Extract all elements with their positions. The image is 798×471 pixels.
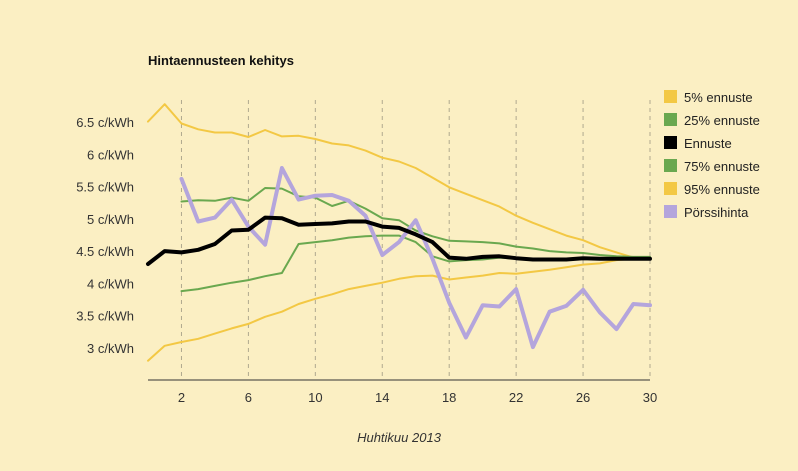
x-axis-title: Huhtikuu 2013 xyxy=(357,430,442,445)
x-tick-label: 10 xyxy=(308,390,322,405)
y-tick-label: 3.5 c/kWh xyxy=(76,309,134,324)
series-line-2 xyxy=(146,215,652,266)
series-line-4 xyxy=(147,103,651,259)
legend-label: 5% ennuste xyxy=(684,90,753,105)
legend-label: Ennuste xyxy=(684,136,732,151)
x-tick-label: 6 xyxy=(245,390,252,405)
series-line-5 xyxy=(179,166,652,350)
legend-swatch xyxy=(664,90,677,103)
y-tick-label: 5.5 c/kWh xyxy=(76,180,134,195)
x-tick-label: 2 xyxy=(178,390,185,405)
y-tick-label: 5 c/kWh xyxy=(87,212,134,227)
y-tick-label: 4 c/kWh xyxy=(87,276,134,291)
series-line-3 xyxy=(180,187,651,258)
series-line-0 xyxy=(147,257,651,362)
legend-swatch xyxy=(664,205,677,218)
x-tick-label: 22 xyxy=(509,390,523,405)
series-lines xyxy=(146,103,652,362)
y-tick-label: 3 c/kWh xyxy=(87,341,134,356)
legend-label: 75% ennuste xyxy=(684,159,760,174)
x-tick-label: 30 xyxy=(643,390,657,405)
y-tick-label: 4.5 c/kWh xyxy=(76,244,134,259)
legend-swatch xyxy=(664,159,677,172)
x-tick-label: 26 xyxy=(576,390,590,405)
y-tick-label: 6 c/kWh xyxy=(87,147,134,162)
x-tick-label: 18 xyxy=(442,390,456,405)
y-tick-label: 6.5 c/kWh xyxy=(76,115,134,130)
x-tick-label: 14 xyxy=(375,390,389,405)
legend-label: 25% ennuste xyxy=(684,113,760,128)
legend-swatch xyxy=(664,136,677,149)
legend-swatch xyxy=(664,113,677,126)
series-line-1 xyxy=(180,234,651,293)
legend-label: 95% ennuste xyxy=(684,182,760,197)
legend-label: Pörssihinta xyxy=(684,205,749,220)
y-tick-labels: 3 c/kWh 3.5 c/kWh 4 c/kWh 4.5 c/kWh 5 c/kWh 5… xyxy=(76,115,134,356)
legend: 5% ennuste 25% ennuste Ennuste 75% ennuste 9… xyxy=(664,90,760,220)
chart-title: Hintaennusteen kehitys xyxy=(148,53,294,68)
legend-swatch xyxy=(664,182,677,195)
x-tick-labels: 2 6 10 14 18 22 26 30 xyxy=(178,390,657,405)
